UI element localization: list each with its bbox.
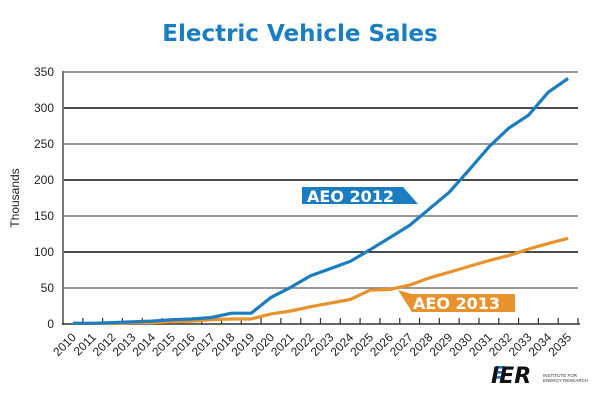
legend-aeo-2013: AEO 2013 — [398, 290, 515, 313]
ier-logo: IER INSTITUTE FOR ENERGY RESEARCH — [491, 364, 588, 389]
legend-aeo-2013-flag — [398, 290, 515, 312]
y-tick-label: 0 — [47, 317, 54, 331]
logo-stripe — [494, 376, 503, 379]
y-axis-title: Thousands — [8, 168, 22, 227]
logo-stripe — [495, 371, 504, 374]
series-line-aeo-2012 — [72, 77, 570, 325]
logo-tagline-1: INSTITUTE FOR — [543, 373, 578, 378]
y-axis-ticks: 0 50 100 150 200 250 300 350 — [34, 65, 54, 331]
y-tick-label: 100 — [34, 245, 54, 259]
y-tick-label: 50 — [41, 281, 55, 295]
legend-aeo-2012: AEO 2012 — [302, 187, 418, 206]
legend-aeo-2013-label: AEO 2013 — [413, 294, 500, 313]
y-tick-label: 250 — [34, 137, 54, 151]
y-tick-label: 300 — [34, 101, 54, 115]
y-tick-label: 200 — [34, 173, 54, 187]
chart-title: Electric Vehicle Sales — [162, 21, 437, 47]
x-tick-label: 2035 — [545, 330, 574, 359]
legend-aeo-2012-label: AEO 2012 — [307, 187, 394, 206]
legend-aeo-2012-flag — [302, 187, 418, 204]
y-tick-label: 350 — [34, 65, 54, 79]
series-lines — [72, 77, 570, 325]
logo-tagline-2: ENERGY RESEARCH — [543, 378, 588, 383]
logo-stripe — [496, 366, 505, 369]
y-tick-label: 150 — [34, 209, 54, 223]
logo-text: IER — [491, 364, 531, 389]
gridlines — [63, 71, 578, 289]
